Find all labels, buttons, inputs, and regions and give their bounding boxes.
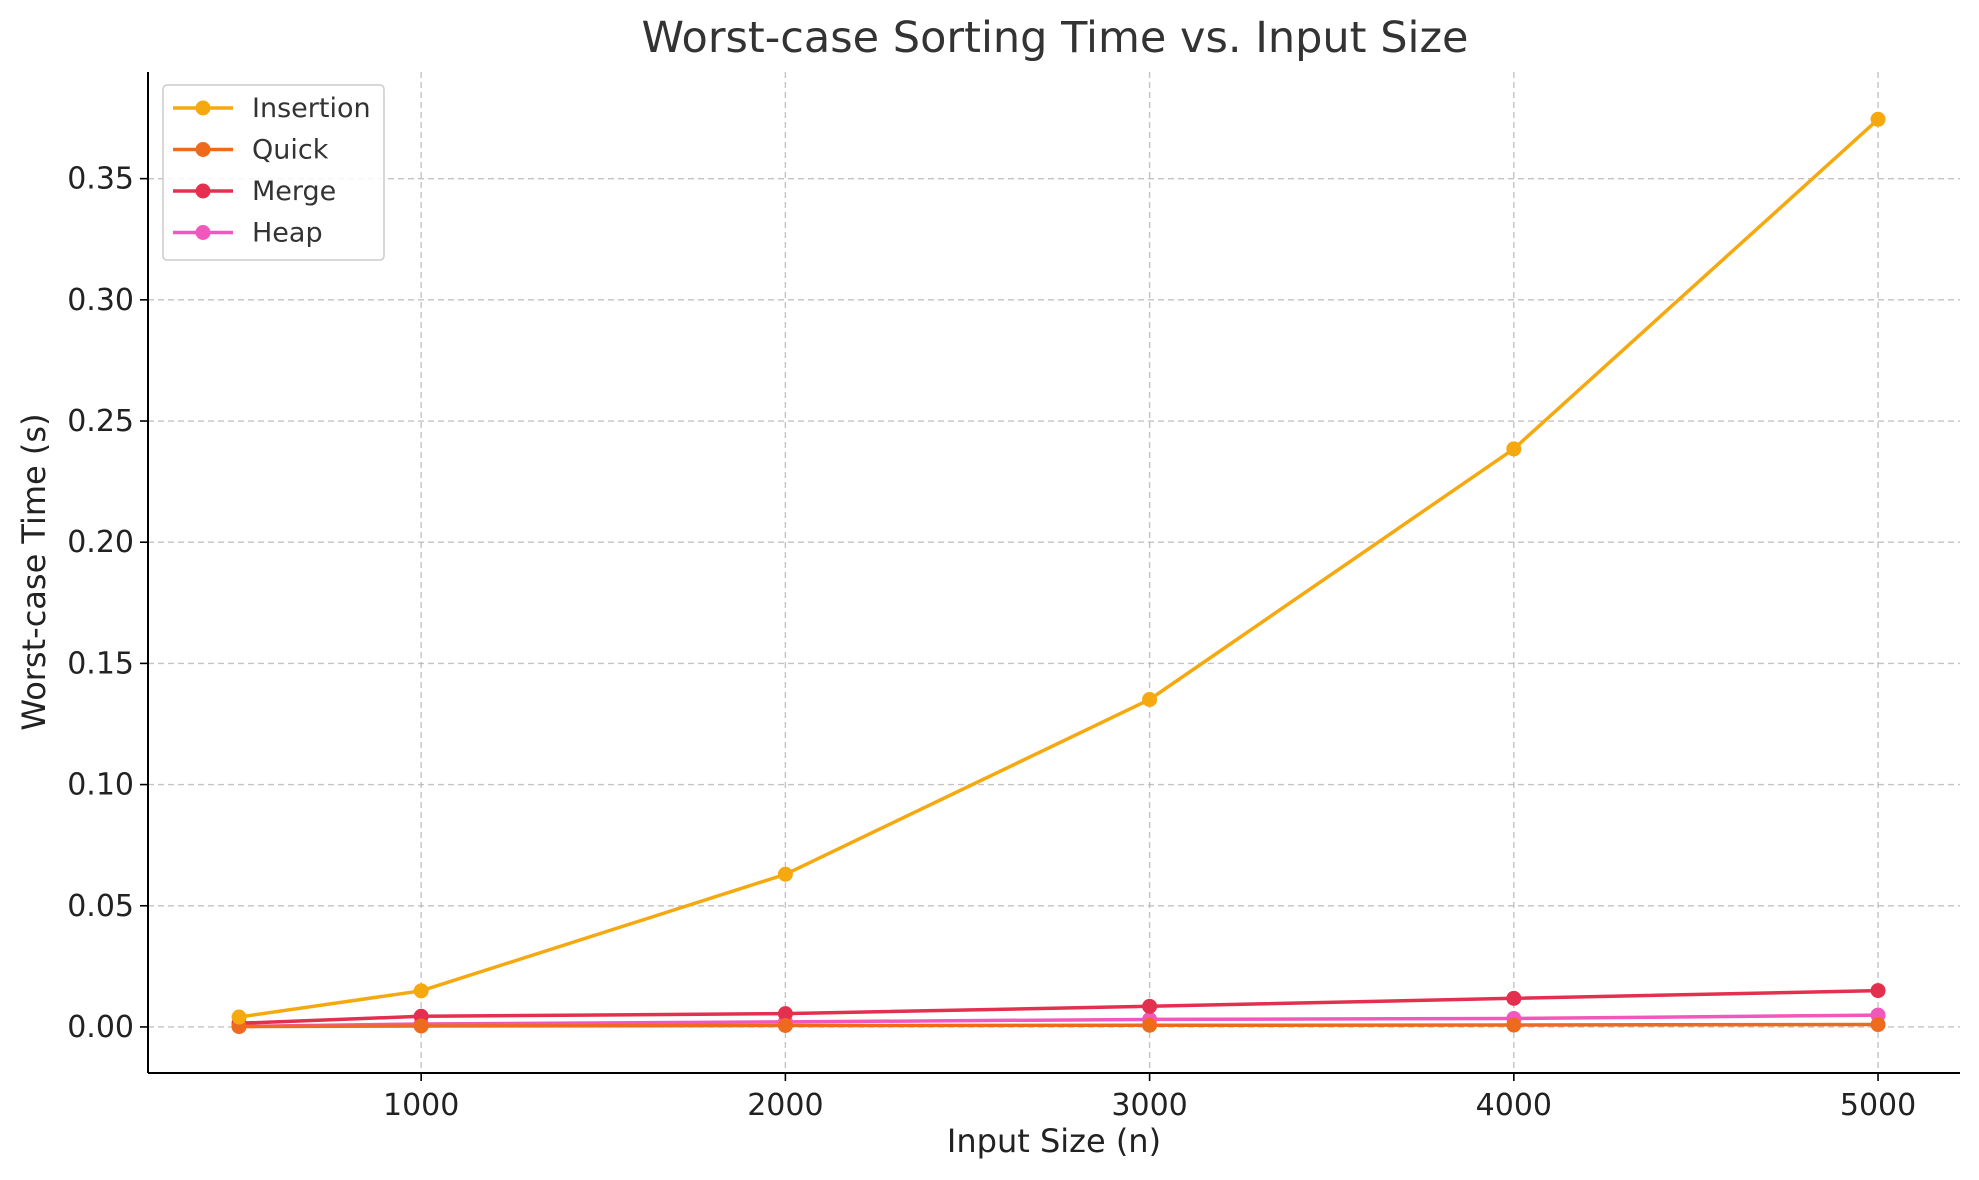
series-line-merge: [239, 988, 1879, 1026]
data-point-merge: [777, 1006, 793, 1022]
y-tick-label: 0.30: [67, 283, 134, 318]
legend-label-heap: Heap: [252, 218, 323, 249]
legend-marker-insertion: [195, 100, 211, 116]
data-point-quick: [1142, 1017, 1158, 1033]
y-tick-label: 0.15: [67, 646, 134, 681]
y-axis-ticks: 0.00 0.05 0.10 0.15 0.20 0.25 0.30 0.35: [67, 162, 148, 1045]
y-tick-label: 0.25: [67, 404, 134, 439]
data-point-insertion: [777, 866, 793, 882]
legend: Insertion Quick Merge Heap: [162, 84, 385, 261]
legend-item-heap: Heap: [173, 218, 323, 249]
y-tick-label: 0.35: [67, 162, 134, 197]
data-point-quick: [1506, 1017, 1522, 1033]
y-tick-label: 0.20: [67, 525, 134, 560]
series-insertion: [231, 111, 1886, 1025]
legend-marker-quick: [195, 142, 211, 157]
x-tick-label: 3000: [1111, 1088, 1187, 1123]
y-tick-label: 0.10: [67, 768, 134, 803]
x-tick-label: 2000: [747, 1088, 823, 1123]
x-axis-title: Input Size (n): [947, 1122, 1161, 1160]
legend-item-insertion: Insertion: [173, 93, 371, 124]
x-tick-label: 5000: [1840, 1088, 1916, 1123]
data-point-insertion: [413, 983, 429, 999]
x-tick-label: 1000: [383, 1088, 459, 1123]
series: [231, 111, 1886, 1034]
data-point-insertion: [1506, 441, 1522, 457]
legend-item-merge: Merge: [173, 176, 336, 207]
legend-marker-heap: [195, 225, 211, 240]
data-point-quick: [413, 1018, 429, 1034]
legend-marker-merge: [195, 183, 211, 199]
legend-label-quick: Quick: [252, 135, 329, 166]
series-line-quick: [239, 1022, 1879, 1029]
data-point-quick: [777, 1017, 793, 1033]
data-point-insertion: [1870, 111, 1886, 127]
y-axis-title: Worst-case Time (s): [15, 413, 53, 730]
legend-item-quick: Quick: [173, 135, 329, 166]
series-line-insertion: [238, 118, 1880, 1019]
legend-label-merge: Merge: [252, 176, 336, 207]
x-axis-ticks: 1000 2000 3000 4000 5000: [383, 1073, 1916, 1123]
legend-box: [162, 84, 385, 261]
data-point-insertion: [1142, 692, 1158, 708]
grid: [148, 72, 1960, 1073]
data-point-insertion: [231, 1009, 247, 1025]
x-tick-label: 4000: [1476, 1088, 1552, 1123]
data-point-merge: [1142, 998, 1158, 1014]
chart-title: Worst-case Sorting Time vs. Input Size: [642, 13, 1469, 63]
legend-label-insertion: Insertion: [252, 93, 371, 124]
data-point-merge: [1870, 983, 1886, 999]
data-point-merge: [1506, 990, 1522, 1006]
data-point-quick: [1870, 1017, 1886, 1033]
y-tick-label: 0.00: [67, 1010, 134, 1045]
y-tick-label: 0.05: [67, 889, 134, 924]
